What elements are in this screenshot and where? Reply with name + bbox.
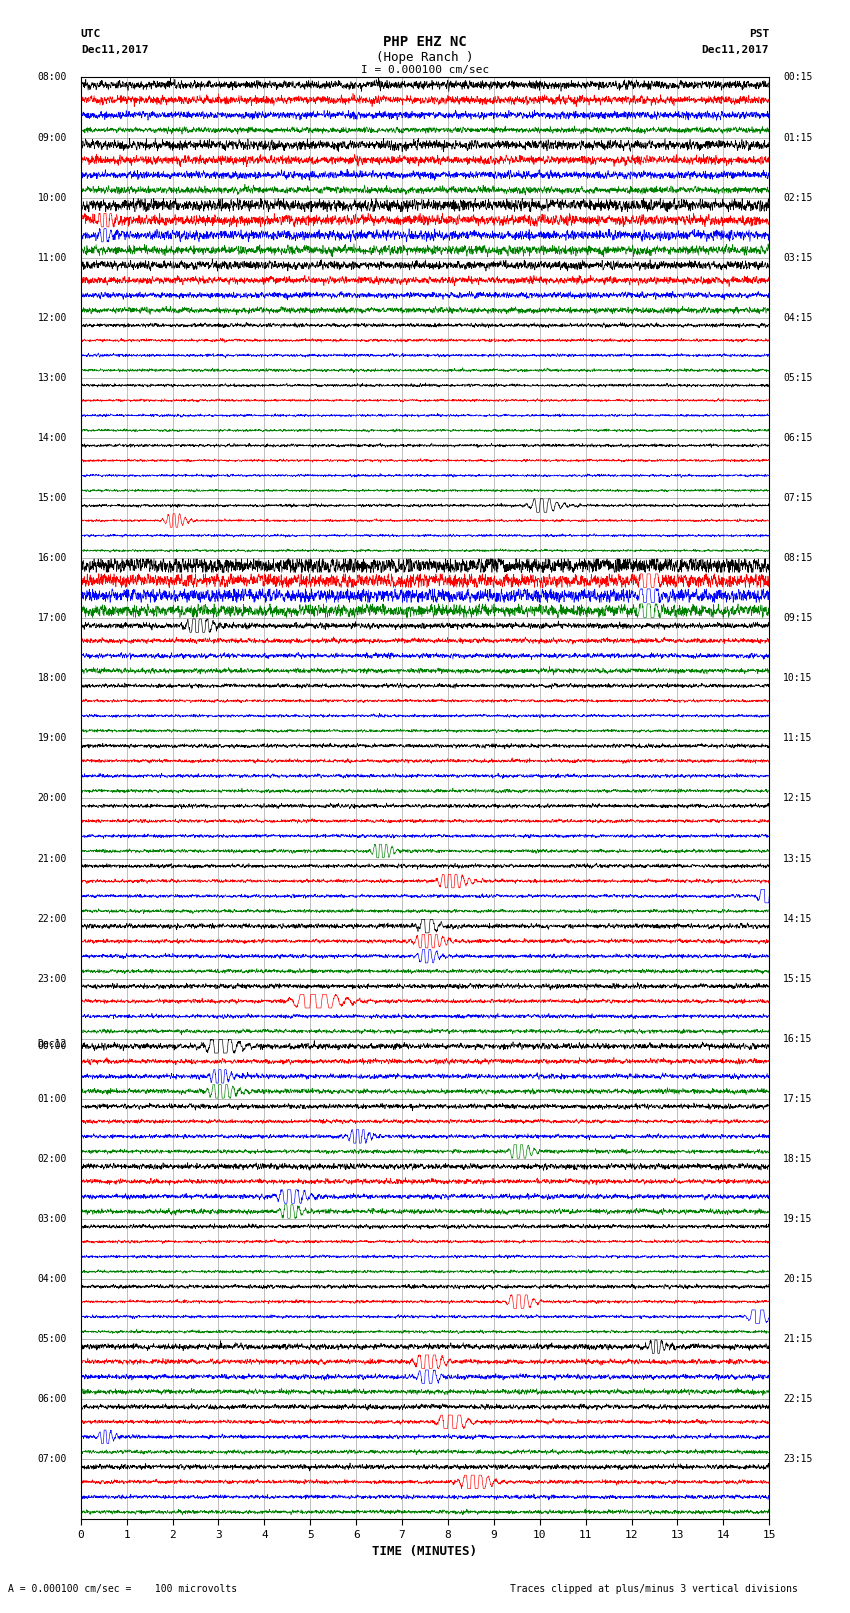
Text: 18:15: 18:15 <box>783 1153 813 1165</box>
Text: 03:15: 03:15 <box>783 253 813 263</box>
Text: 05:00: 05:00 <box>37 1334 67 1344</box>
Text: A = 0.000100 cm/sec =    100 microvolts: A = 0.000100 cm/sec = 100 microvolts <box>8 1584 238 1594</box>
Text: 12:15: 12:15 <box>783 794 813 803</box>
Text: 01:15: 01:15 <box>783 132 813 142</box>
Text: 06:15: 06:15 <box>783 432 813 444</box>
Text: 00:15: 00:15 <box>783 73 813 82</box>
Text: I = 0.000100 cm/sec: I = 0.000100 cm/sec <box>361 65 489 76</box>
Text: 07:15: 07:15 <box>783 494 813 503</box>
Text: 05:15: 05:15 <box>783 373 813 382</box>
Text: 15:15: 15:15 <box>783 974 813 984</box>
Text: UTC: UTC <box>81 29 101 39</box>
Text: 09:00: 09:00 <box>37 132 67 142</box>
Text: PHP EHZ NC: PHP EHZ NC <box>383 35 467 48</box>
Text: 08:15: 08:15 <box>783 553 813 563</box>
Text: 20:00: 20:00 <box>37 794 67 803</box>
Text: 10:15: 10:15 <box>783 673 813 684</box>
Text: 17:00: 17:00 <box>37 613 67 623</box>
Text: 06:00: 06:00 <box>37 1394 67 1405</box>
Text: 07:00: 07:00 <box>37 1455 67 1465</box>
Text: 11:00: 11:00 <box>37 253 67 263</box>
Text: 21:00: 21:00 <box>37 853 67 863</box>
Text: 19:15: 19:15 <box>783 1215 813 1224</box>
Text: 14:15: 14:15 <box>783 913 813 924</box>
Text: 23:00: 23:00 <box>37 974 67 984</box>
Text: 23:15: 23:15 <box>783 1455 813 1465</box>
Text: 00:00: 00:00 <box>37 1040 67 1052</box>
Text: Traces clipped at plus/minus 3 vertical divisions: Traces clipped at plus/minus 3 vertical … <box>510 1584 798 1594</box>
Text: 14:00: 14:00 <box>37 432 67 444</box>
Text: (Hope Ranch ): (Hope Ranch ) <box>377 50 473 65</box>
Text: 11:15: 11:15 <box>783 734 813 744</box>
Text: 01:00: 01:00 <box>37 1094 67 1103</box>
Text: Dec12: Dec12 <box>37 1039 67 1048</box>
Text: 22:15: 22:15 <box>783 1394 813 1405</box>
Text: 13:15: 13:15 <box>783 853 813 863</box>
Text: 13:00: 13:00 <box>37 373 67 382</box>
Text: 04:15: 04:15 <box>783 313 813 323</box>
Text: PST: PST <box>749 29 769 39</box>
X-axis label: TIME (MINUTES): TIME (MINUTES) <box>372 1545 478 1558</box>
Text: 09:15: 09:15 <box>783 613 813 623</box>
Text: 10:00: 10:00 <box>37 192 67 203</box>
Text: 12:00: 12:00 <box>37 313 67 323</box>
Text: 08:00: 08:00 <box>37 73 67 82</box>
Text: 03:00: 03:00 <box>37 1215 67 1224</box>
Text: 18:00: 18:00 <box>37 673 67 684</box>
Text: 19:00: 19:00 <box>37 734 67 744</box>
Text: 16:00: 16:00 <box>37 553 67 563</box>
Text: 15:00: 15:00 <box>37 494 67 503</box>
Text: 20:15: 20:15 <box>783 1274 813 1284</box>
Text: 04:00: 04:00 <box>37 1274 67 1284</box>
Text: 02:15: 02:15 <box>783 192 813 203</box>
Text: 02:00: 02:00 <box>37 1153 67 1165</box>
Text: 16:15: 16:15 <box>783 1034 813 1044</box>
Text: Dec11,2017: Dec11,2017 <box>81 45 148 55</box>
Text: 21:15: 21:15 <box>783 1334 813 1344</box>
Text: Dec11,2017: Dec11,2017 <box>702 45 769 55</box>
Text: 22:00: 22:00 <box>37 913 67 924</box>
Text: 17:15: 17:15 <box>783 1094 813 1103</box>
